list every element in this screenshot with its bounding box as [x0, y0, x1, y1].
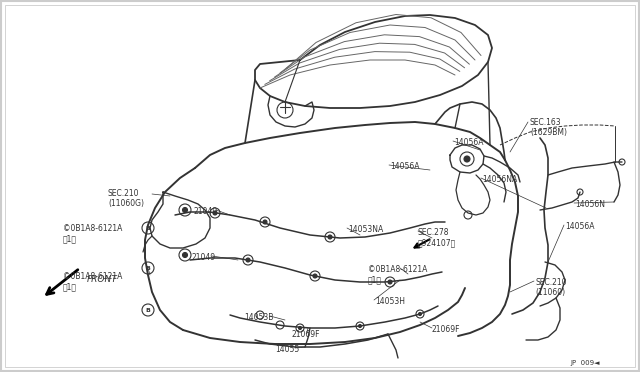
Text: B: B [145, 308, 150, 312]
Circle shape [263, 220, 267, 224]
Text: FRONT: FRONT [87, 275, 118, 284]
Text: SEC.210
(11060): SEC.210 (11060) [535, 278, 566, 297]
Text: 21069F: 21069F [432, 325, 461, 334]
Text: 14053NA: 14053NA [348, 225, 383, 234]
Text: 14053B: 14053B [244, 313, 273, 322]
Text: SEC.210
(11060G): SEC.210 (11060G) [108, 189, 144, 208]
Text: JP  009◄: JP 009◄ [570, 360, 600, 366]
Circle shape [182, 208, 188, 212]
Text: B: B [145, 225, 150, 231]
Circle shape [388, 280, 392, 284]
Text: ©0B1A8-6121A
（1）: ©0B1A8-6121A （1） [63, 224, 122, 243]
Circle shape [464, 156, 470, 162]
Text: 14056A: 14056A [565, 222, 595, 231]
Text: 14056NA: 14056NA [482, 175, 517, 184]
Text: 21049: 21049 [193, 207, 217, 216]
Circle shape [298, 327, 301, 330]
Text: 14053H: 14053H [375, 297, 405, 306]
Text: 14056N: 14056N [575, 200, 605, 209]
Text: SEC.278
（924107）: SEC.278 （924107） [418, 228, 456, 247]
Circle shape [358, 324, 362, 327]
Circle shape [213, 211, 217, 215]
Text: 21049: 21049 [192, 253, 216, 262]
Text: 21069F: 21069F [292, 330, 321, 339]
Text: 14056A: 14056A [390, 162, 419, 171]
Text: B: B [145, 266, 150, 270]
Circle shape [182, 253, 188, 257]
Circle shape [328, 235, 332, 239]
Text: SEC.163
(1629BM): SEC.163 (1629BM) [530, 118, 567, 137]
Circle shape [313, 274, 317, 278]
Circle shape [246, 258, 250, 262]
Text: ©0B1A8-6121A
（1）: ©0B1A8-6121A （1） [368, 265, 428, 285]
Text: ©0B1A8-6121A
（1）: ©0B1A8-6121A （1） [63, 272, 122, 291]
Text: 14056A: 14056A [454, 138, 483, 147]
Circle shape [419, 312, 422, 315]
Text: 14055: 14055 [275, 345, 300, 354]
